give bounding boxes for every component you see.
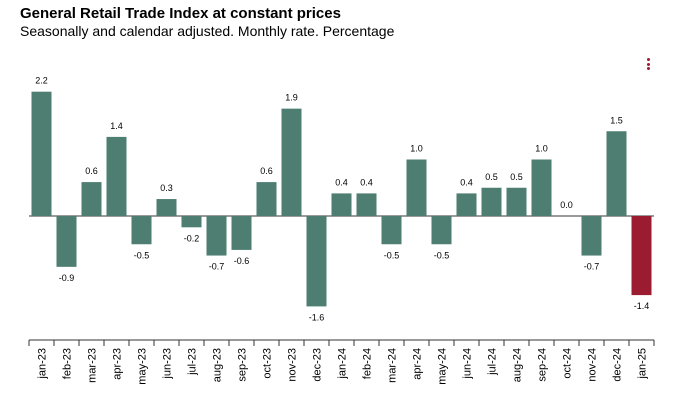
bar-dec-24[interactable] (606, 131, 627, 216)
bar-nov-23[interactable] (281, 108, 302, 216)
data-label-jun-24: 0.4 (460, 177, 473, 187)
bar-jun-24[interactable] (456, 193, 477, 216)
bar-dec-23[interactable] (306, 216, 327, 307)
data-label-may-24: -0.5 (434, 250, 450, 260)
x-tick-label-sep-23: sep-23 (237, 348, 249, 382)
data-label-mar-24: -0.5 (384, 250, 400, 260)
data-label-oct-24: 0.0 (560, 200, 573, 210)
data-label-sep-24: 1.0 (535, 144, 548, 154)
menu-dot (646, 58, 650, 61)
bar-jan-24[interactable] (331, 193, 352, 216)
bar-aug-23[interactable] (206, 216, 227, 256)
data-label-dec-23: -1.6 (309, 312, 325, 322)
data-label-sep-23: -0.6 (234, 256, 250, 266)
x-tick-label-nov-24: nov-24 (587, 348, 599, 382)
data-label-feb-23: -0.9 (59, 273, 75, 283)
data-label-apr-24: 1.0 (410, 144, 423, 154)
x-tick-label-apr-23: apr-23 (112, 348, 124, 380)
bar-jan-25[interactable] (631, 216, 652, 296)
x-tick-label-apr-24: apr-24 (412, 348, 424, 380)
data-label-apr-23: 1.4 (110, 121, 123, 131)
x-tick-label-may-23: may-23 (137, 348, 149, 385)
x-tick-label-mar-24: mar-24 (387, 348, 399, 383)
bar-nov-24[interactable] (581, 216, 602, 256)
data-label-jan-24: 0.4 (335, 177, 348, 187)
x-tick-label-dec-24: dec-24 (612, 348, 624, 382)
bar-sep-23[interactable] (231, 216, 252, 250)
x-tick-label-dec-23: dec-23 (312, 348, 324, 382)
bar-apr-24[interactable] (406, 159, 427, 217)
bar-mar-24[interactable] (381, 216, 402, 245)
x-tick-label-jun-24: jun-24 (462, 348, 474, 380)
x-tick-label-jul-23: jul-23 (187, 348, 199, 376)
data-label-nov-24: -0.7 (584, 262, 600, 272)
x-tick-label-jan-25: jan-25 (637, 348, 649, 380)
chart-title: General Retail Trade Index at constant p… (20, 5, 341, 22)
bar-jun-23[interactable] (156, 199, 177, 216)
x-tick-label-sep-24: sep-24 (537, 348, 549, 382)
bar-feb-23[interactable] (56, 216, 77, 267)
data-label-jul-24: 0.5 (485, 172, 498, 182)
bar-mar-23[interactable] (81, 182, 102, 216)
x-tick-label-jan-24: jan-24 (337, 348, 349, 380)
x-tick-label-feb-24: feb-24 (362, 348, 374, 379)
data-label-jan-25: -1.4 (634, 301, 650, 311)
data-label-dec-24: 1.5 (610, 115, 623, 125)
menu-dot (646, 67, 650, 70)
bar-jan-23[interactable] (31, 91, 52, 216)
x-tick-label-may-24: may-24 (437, 348, 449, 385)
bar-may-23[interactable] (131, 216, 152, 245)
data-label-mar-23: 0.6 (85, 166, 98, 176)
menu-dot (646, 62, 650, 66)
vertical-dots-menu-icon[interactable] (644, 58, 652, 74)
bar-jul-24[interactable] (481, 187, 502, 216)
x-tick-label-jan-23: jan-23 (37, 348, 49, 380)
data-label-jan-23: 2.2 (35, 76, 48, 86)
data-label-nov-23: 1.9 (285, 93, 298, 103)
data-label-jun-23: 0.3 (160, 183, 173, 193)
bar-apr-23[interactable] (106, 136, 127, 216)
x-tick-label-aug-24: aug-24 (512, 348, 524, 382)
bar-feb-24[interactable] (356, 193, 377, 216)
bar-may-24[interactable] (431, 216, 452, 245)
chart-subtitle: Seasonally and calendar adjusted. Monthl… (20, 23, 395, 39)
x-tick-label-mar-23: mar-23 (87, 348, 99, 383)
bar-sep-24[interactable] (531, 159, 552, 217)
x-tick-label-jun-23: jun-23 (162, 348, 174, 380)
x-tick-label-oct-24: oct-24 (562, 348, 574, 379)
x-tick-label-aug-23: aug-23 (212, 348, 224, 382)
x-tick-label-oct-23: oct-23 (262, 348, 274, 379)
x-tick-label-jul-24: jul-24 (487, 348, 499, 376)
x-tick-label-feb-23: feb-23 (62, 348, 74, 379)
data-label-feb-24: 0.4 (360, 177, 373, 187)
data-label-aug-23: -0.7 (209, 262, 225, 272)
bar-aug-24[interactable] (506, 187, 527, 216)
data-label-aug-24: 0.5 (510, 172, 523, 182)
bar-jul-23[interactable] (181, 216, 202, 228)
data-label-may-23: -0.5 (134, 250, 150, 260)
data-label-oct-23: 0.6 (260, 166, 273, 176)
x-tick-label-nov-23: nov-23 (287, 348, 299, 382)
bar-oct-23[interactable] (256, 182, 277, 216)
data-label-jul-23: -0.2 (184, 233, 200, 243)
